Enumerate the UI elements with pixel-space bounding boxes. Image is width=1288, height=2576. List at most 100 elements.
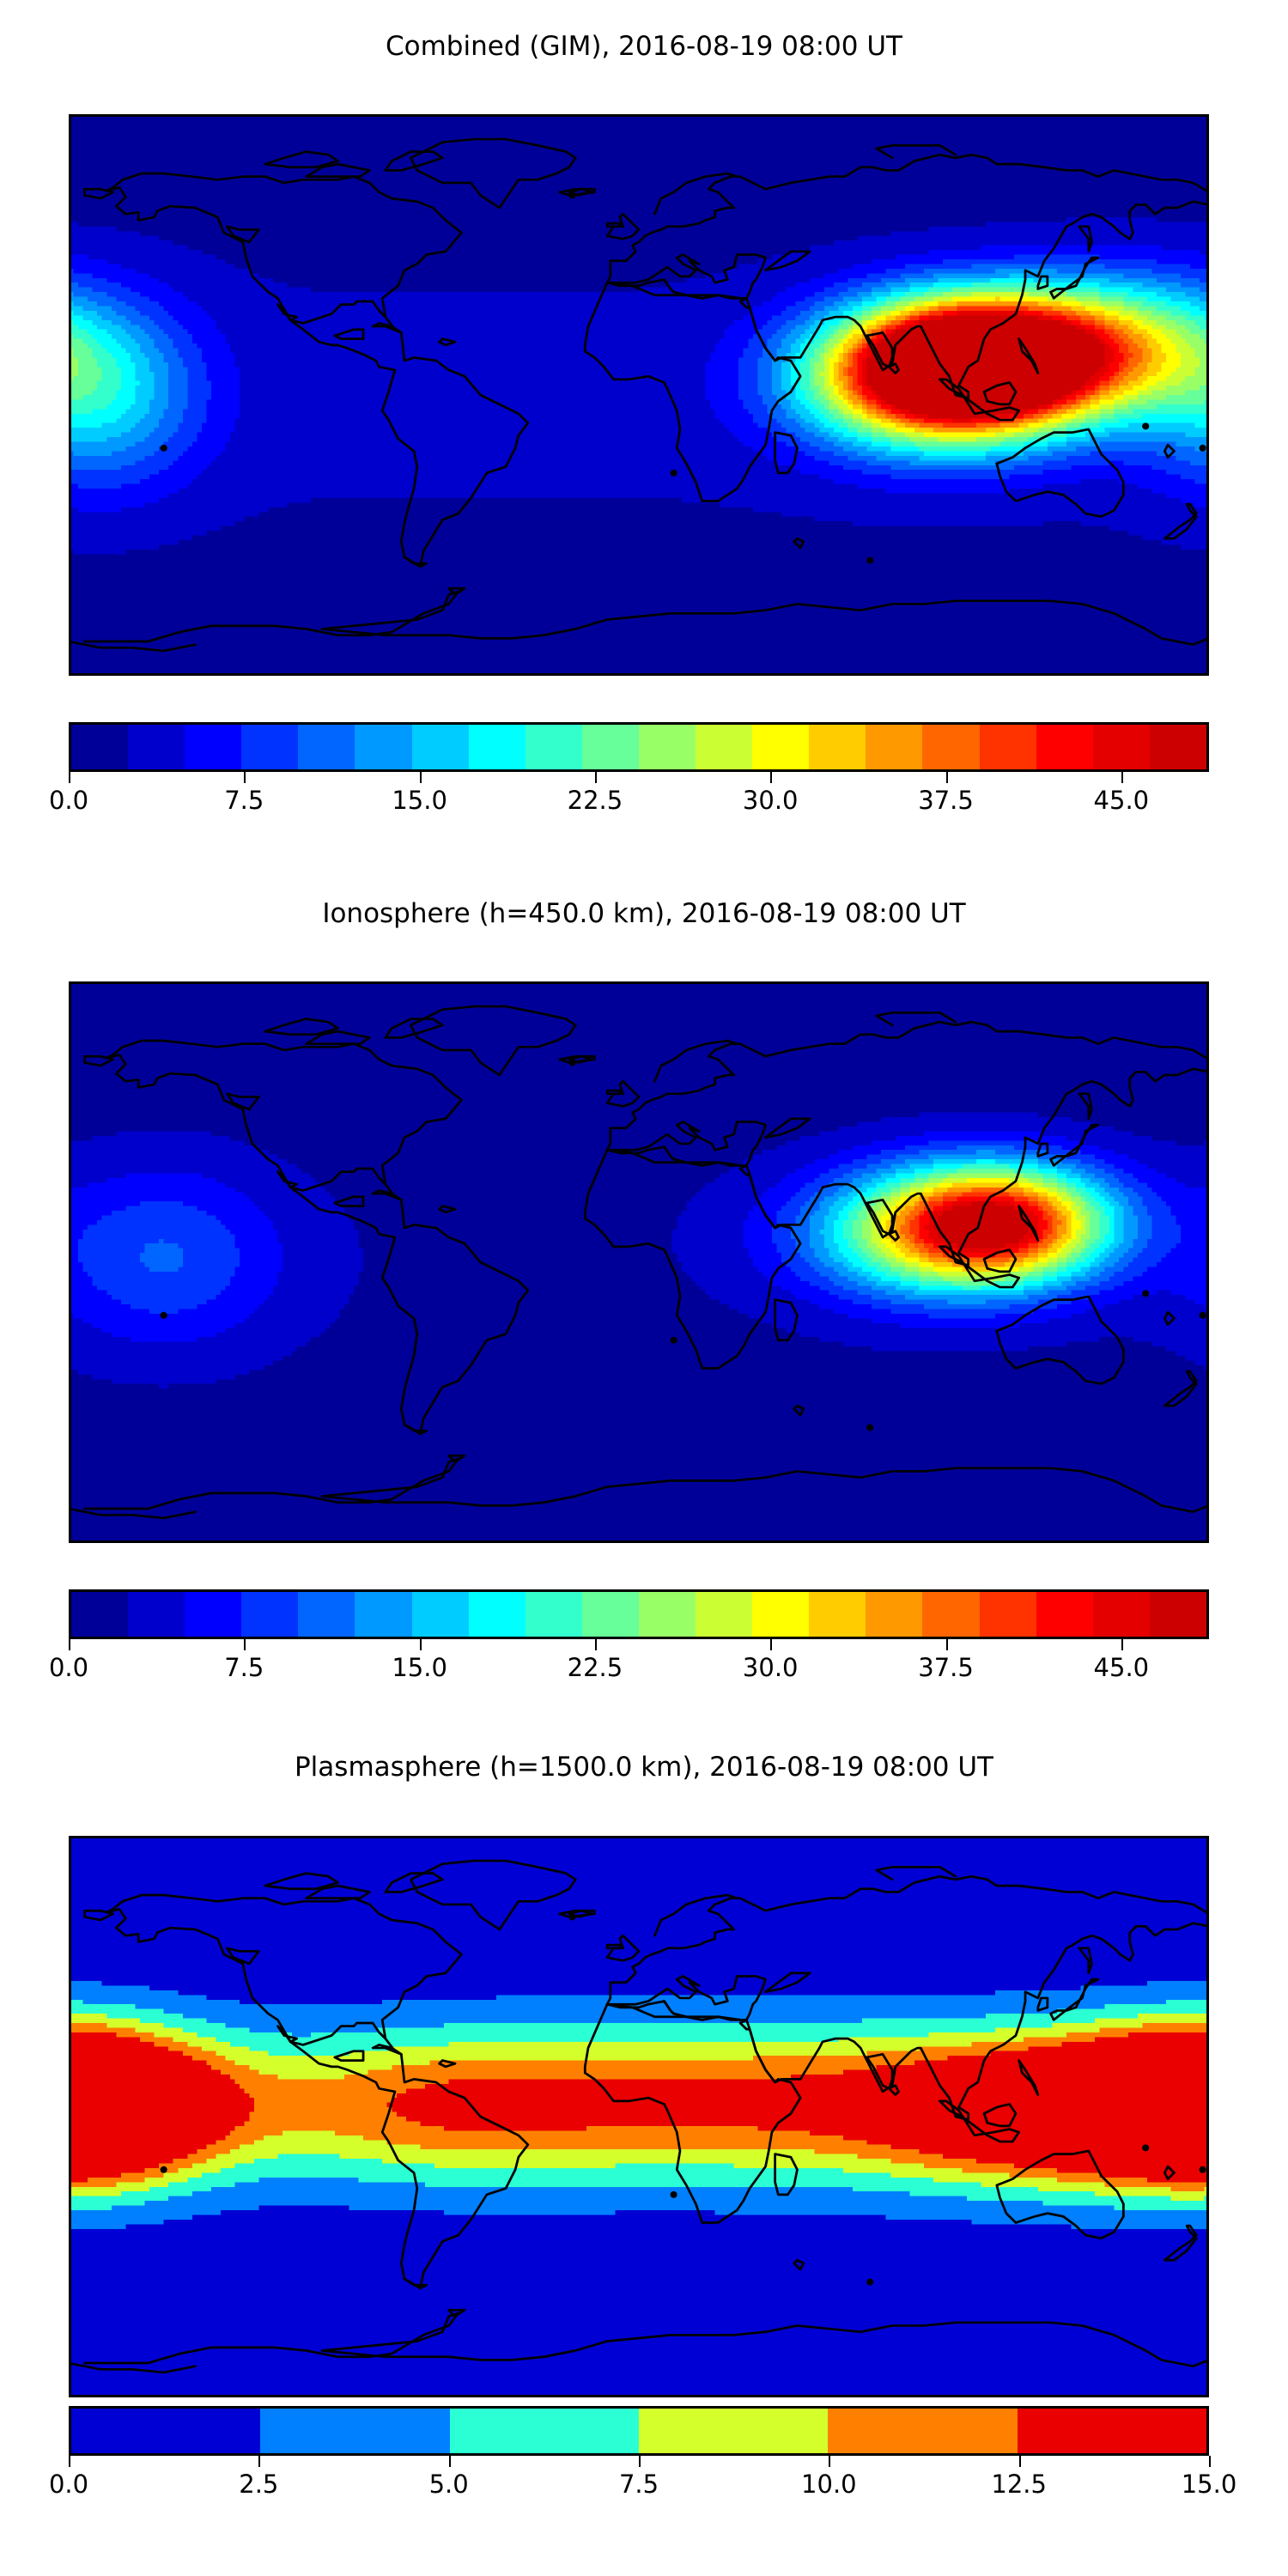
colorbar-tick <box>244 772 246 783</box>
colorbar-ionosphere-450km[interactable] <box>69 1589 1209 1639</box>
colorbar-band <box>411 1592 469 1637</box>
colorbar-band <box>449 2409 639 2453</box>
colorbar-band <box>241 1592 299 1637</box>
colorbar-ticks-combined-gim <box>69 772 1209 784</box>
colorbar-gradient-combined-gim <box>69 722 1209 772</box>
colorbar-band <box>468 1592 526 1637</box>
colorbar-band <box>828 2409 1018 2453</box>
colorbar-tick <box>69 1639 70 1650</box>
colorbar-tick <box>594 1639 597 1650</box>
colorbar-tick <box>829 2456 831 2467</box>
panel-ionosphere-450km: Ionosphere (h=450.0 km), 2016-08-19 08:0… <box>0 867 1288 1726</box>
colorbar-tick-label: 0.0 <box>48 1653 89 1682</box>
colorbar-band <box>298 725 355 769</box>
colorbar-tick <box>69 772 70 783</box>
contour-fill-layer <box>69 114 1209 676</box>
colorbar-tick-label: 2.5 <box>239 2470 279 2499</box>
colorbar-tick <box>945 772 948 783</box>
colorbar-tick <box>1121 772 1123 783</box>
colorbar-tick-label: 7.5 <box>618 2470 659 2499</box>
colorbar-band <box>1149 1592 1206 1637</box>
colorbar-tick <box>244 1639 246 1650</box>
colorbar-band <box>298 1592 355 1637</box>
map-ionosphere-450km[interactable] <box>69 981 1209 1543</box>
colorbar-tick-label: 22.5 <box>567 1653 623 1682</box>
colorbar-ticks-ionosphere-450km <box>69 1639 1209 1651</box>
colorbar-tick <box>770 1639 773 1650</box>
colorbar-tick <box>945 1639 948 1650</box>
colorbar-band <box>866 1592 923 1637</box>
colorbar-band <box>696 1592 753 1637</box>
colorbar-tick <box>594 772 597 783</box>
colorbar-tick-label: 7.5 <box>224 1653 264 1682</box>
colorbar-gradient-ionosphere-450km <box>69 1589 1209 1639</box>
colorbar-tick <box>770 772 773 783</box>
colorbar-gradient-plasmasphere-1500km <box>69 2406 1209 2456</box>
colorbar-tick-label: 7.5 <box>224 786 264 815</box>
colorbar-tick <box>1018 2456 1021 2467</box>
colorbar-band <box>1036 1592 1093 1637</box>
colorbar-tick-label: 0.0 <box>48 786 89 815</box>
map-canvas-plasmasphere-1500km <box>69 1836 1209 2397</box>
colorbar-tick-label: 0.0 <box>48 2470 89 2499</box>
colorbar-band <box>468 725 526 769</box>
colorbar-tick-label: 15.0 <box>392 786 447 815</box>
colorbar-band <box>922 1592 980 1637</box>
colorbar-band <box>1149 725 1206 769</box>
colorbar-band <box>809 725 866 769</box>
colorbar-band <box>71 725 129 769</box>
panel-plasmasphere-1500km: Plasmasphere (h=1500.0 km), 2016-08-19 0… <box>0 1735 1288 2576</box>
colorbar-band <box>638 2409 829 2453</box>
colorbar-tick-label: 12.5 <box>991 2470 1047 2499</box>
colorbar-band <box>128 1592 185 1637</box>
colorbar-band <box>752 1592 810 1637</box>
colorbar-tick <box>419 772 422 783</box>
colorbar-band <box>355 1592 412 1637</box>
colorbar-band <box>638 725 696 769</box>
colorbar-band <box>696 725 753 769</box>
colorbar-band <box>581 725 639 769</box>
colorbar-tick <box>419 1639 422 1650</box>
colorbar-band <box>71 1592 129 1637</box>
panel-title-combined-gim: Combined (GIM), 2016-08-19 08:00 UT <box>386 31 902 62</box>
colorbar-tick-labels-ionosphere-450km: 0.0 7.5 15.0 22.5 30.0 37.5 45.0 <box>0 1653 1288 1691</box>
map-plasmasphere-1500km[interactable] <box>69 1836 1209 2397</box>
colorbar-tick-label: 15.0 <box>392 1653 447 1682</box>
panel-title-plasmasphere-1500km: Plasmasphere (h=1500.0 km), 2016-08-19 0… <box>294 1752 993 1783</box>
colorbar-band <box>866 725 923 769</box>
colorbar-tick <box>69 2456 70 2467</box>
colorbar-band <box>525 1592 582 1637</box>
colorbar-band <box>241 725 299 769</box>
contour-fill-layer <box>69 981 1209 1543</box>
colorbar-band <box>1036 725 1093 769</box>
colorbar-tick <box>258 2456 261 2467</box>
map-canvas-ionosphere-450km <box>69 981 1209 1543</box>
colorbar-tick-label: 45.0 <box>1093 1653 1150 1682</box>
colorbar-tick-label: 30.0 <box>742 1653 799 1682</box>
map-axes-frame-plasmasphere-1500km <box>69 1836 1209 2397</box>
colorbar-band <box>185 725 242 769</box>
colorbar-band <box>1092 725 1150 769</box>
map-canvas-combined-gim <box>69 114 1209 676</box>
colorbar-plasmasphere-1500km[interactable] <box>69 2406 1209 2456</box>
colorbar-tick <box>448 2456 451 2467</box>
colorbar-band <box>752 725 810 769</box>
colorbar-tick-label: 15.0 <box>1181 2470 1237 2499</box>
colorbar-band <box>128 725 185 769</box>
coastline-layer <box>69 1859 1209 2374</box>
colorbar-tick-labels-plasmasphere-1500km: 0.0 2.5 5.0 7.5 10.0 12.5 15.0 <box>0 2470 1288 2507</box>
colorbar-tick-label: 22.5 <box>567 786 623 815</box>
colorbar-tick-label: 5.0 <box>428 2470 469 2499</box>
colorbar-tick-label: 30.0 <box>742 786 799 815</box>
colorbar-band <box>809 1592 866 1637</box>
colorbar-band <box>185 1592 242 1637</box>
colorbar-tick <box>639 2456 641 2467</box>
map-axes-frame-combined-gim <box>69 114 1209 676</box>
colorbar-band <box>638 1592 696 1637</box>
colorbar-band <box>525 725 582 769</box>
map-combined-gim[interactable] <box>69 114 1209 676</box>
colorbar-ticks-plasmasphere-1500km <box>69 2456 1211 2468</box>
colorbar-band <box>979 725 1036 769</box>
colorbar-combined-gim[interactable] <box>69 722 1209 772</box>
